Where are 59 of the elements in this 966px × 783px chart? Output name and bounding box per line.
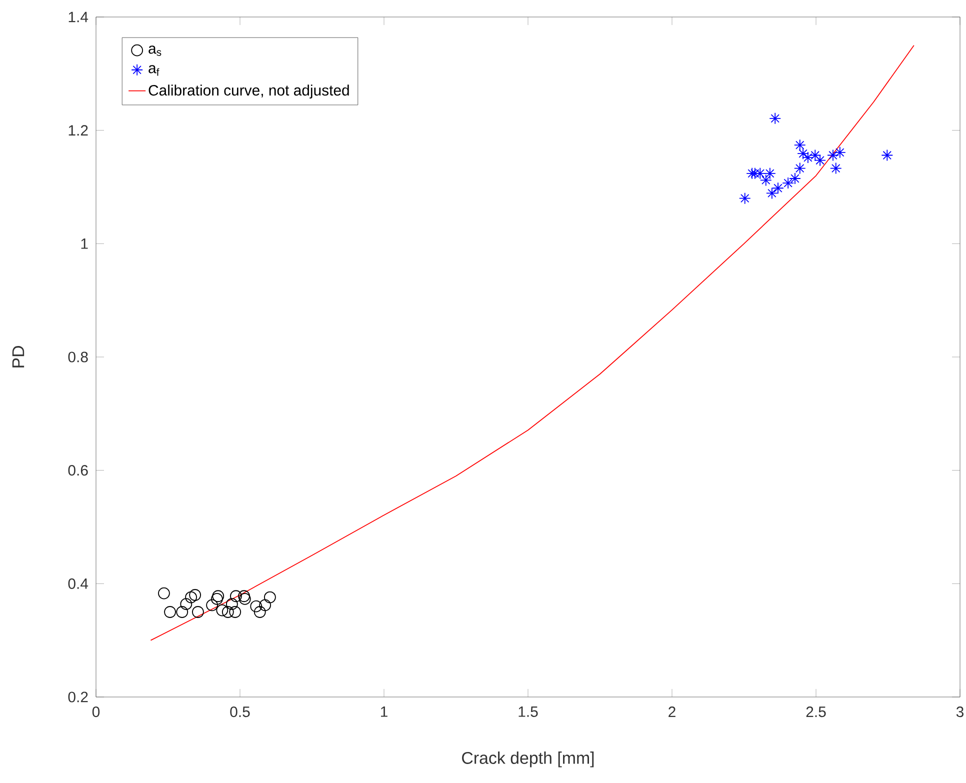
point [782,177,794,189]
point [216,604,228,616]
point [794,162,806,174]
point [746,167,758,180]
point [766,187,778,200]
point [802,152,814,164]
point [189,589,202,601]
point [749,167,761,180]
legend-label: Calibration curve, not adjusted [148,84,349,99]
point [809,149,822,162]
point [206,599,218,612]
x-tick-label: 2.5 [806,706,826,718]
point [830,162,842,174]
x-tick-label: 3 [956,706,964,718]
point [789,172,801,184]
point [259,599,272,612]
point [834,146,846,158]
y-tick-label: 0.8 [68,352,88,362]
x-tick-label: 1.5 [518,706,538,717]
legend-label: a$_{f}$ [148,65,160,76]
point [814,154,826,166]
line-series [150,44,914,641]
y-tick-label: 1 [81,238,88,249]
point [158,587,170,600]
y-tick-label: 0.4 [68,578,88,589]
y-tick-label: 0.6 [68,465,88,476]
point [827,149,839,162]
point [738,192,751,204]
point [250,600,262,612]
point [212,590,224,602]
point [881,149,894,162]
y-axis-title: PD [12,346,24,368]
point [176,606,188,618]
x-tick-label: 0.5 [230,706,250,718]
y-tick-label: 1.4 [68,12,88,22]
point [164,606,176,618]
y-tick-label: 0.2 [68,692,88,702]
point [180,598,192,610]
point [230,590,242,602]
point [264,591,276,604]
point [229,606,242,618]
x-tick-label: 1 [380,706,388,717]
legend-label: a$_{s}$ [148,46,162,56]
x-axis-title: Crack depth [mm] [462,752,594,768]
point [764,167,776,180]
point [760,174,772,186]
y-tick-label: 1.2 [68,125,88,136]
x-tick-label: 0 [92,706,100,718]
point [226,598,238,610]
point [211,593,223,605]
point [769,112,782,124]
point [254,606,266,618]
point [192,606,204,618]
point [772,182,784,194]
point [238,593,251,605]
point [238,590,250,602]
x-tick-label: 2 [668,706,676,717]
point [222,606,234,618]
point [185,591,197,604]
